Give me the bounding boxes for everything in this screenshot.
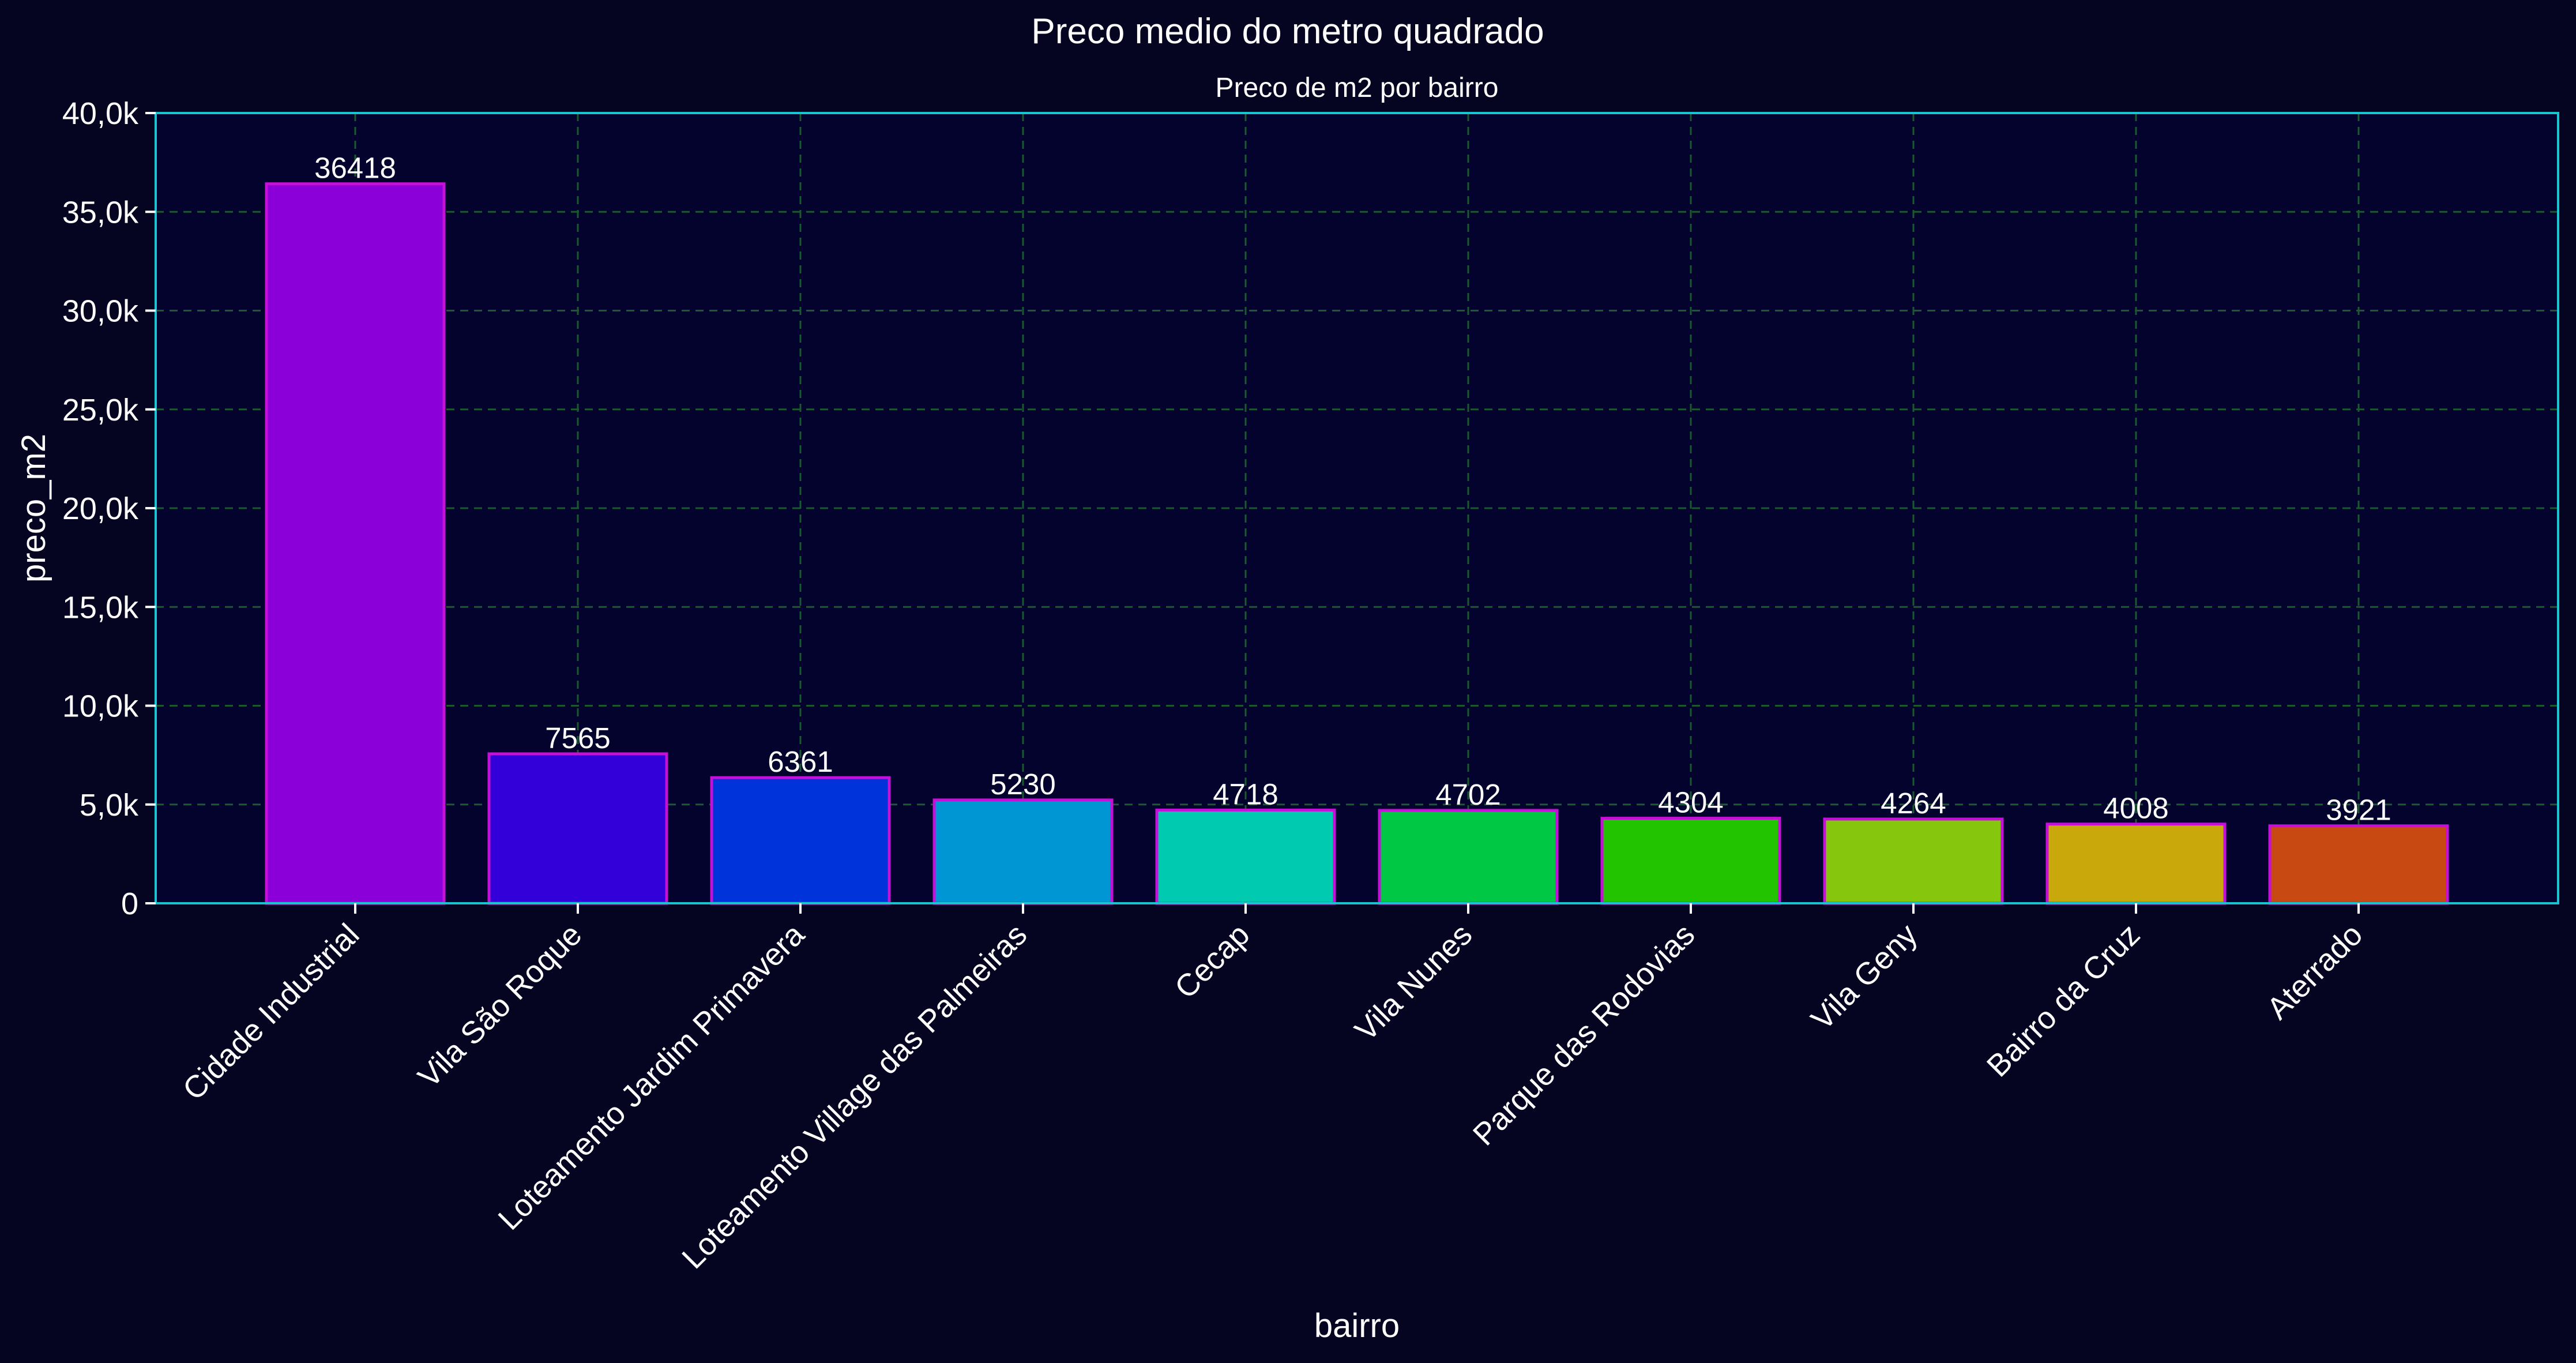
value-label: 4304	[1658, 786, 1723, 819]
bar-7	[1600, 817, 1781, 905]
value-label: 6361	[768, 745, 833, 778]
value-label: 4008	[2103, 792, 2168, 825]
x-tick-label: Aterrado	[2261, 917, 2370, 1026]
x-tick-label: Cidade Industrial	[176, 917, 366, 1107]
y-tick-label: 0	[121, 887, 138, 921]
value-label: 3921	[2326, 794, 2391, 827]
value-label: 4264	[1881, 787, 1946, 820]
value-label: 4718	[1213, 778, 1278, 810]
bar-5	[1155, 808, 1336, 905]
x-axis-label: bairro	[1314, 1307, 1400, 1345]
bar-10	[2268, 824, 2449, 905]
x-axis-ticks: Cidade Industrial Vila São Roque Loteament…	[176, 903, 2370, 1275]
y-tick-label: 40,0k	[62, 96, 139, 131]
x-tick-label: Cecap	[1168, 917, 1257, 1005]
chart-title: Preco de m2 por bairro	[1216, 73, 1499, 103]
x-tick-label: Parque das Rodovias	[1466, 917, 1702, 1152]
bar-8	[1823, 817, 2004, 905]
y-tick-label: 30,0k	[62, 294, 139, 329]
value-label: 4702	[1435, 778, 1501, 811]
y-tick-label: 15,0k	[62, 590, 139, 625]
y-tick-label: 5,0k	[80, 788, 139, 823]
y-axis-ticks: 0 5,0k 10,0k 15,0k 20,0k 25,0k 30,0k 35,0k 40,0k	[62, 96, 156, 921]
bar-6	[1378, 809, 1559, 905]
y-tick-label: 35,0k	[62, 195, 139, 230]
y-tick-label: 20,0k	[62, 491, 139, 526]
bar-1	[265, 182, 446, 905]
x-tick-label: Loteamento Village das Palmeiras	[675, 917, 1033, 1275]
value-label: 36418	[314, 152, 396, 185]
x-tick-label: Vila São Roque	[411, 917, 588, 1094]
bar-9	[2045, 823, 2227, 905]
y-tick-label: 10,0k	[62, 689, 139, 724]
value-label: 5230	[990, 768, 1055, 801]
y-axis-label: preco_m2	[15, 434, 52, 583]
bar-4	[932, 798, 1114, 905]
bar-3	[710, 776, 891, 905]
value-labels: 36418 7565 6361 5230 4718 4702 4304 4264 4008 392…	[314, 152, 2391, 827]
y-tick-label: 25,0k	[62, 393, 139, 427]
bar-2	[487, 752, 668, 905]
value-label: 7565	[545, 722, 610, 754]
x-tick-label: Vila Nunes	[1348, 917, 1479, 1047]
x-tick-label: Vila Geny	[1804, 917, 1924, 1037]
chart-suptitle: Preco medio do metro quadrado	[1031, 12, 1544, 51]
x-tick-label: Bairro da Cruz	[1980, 917, 2147, 1084]
